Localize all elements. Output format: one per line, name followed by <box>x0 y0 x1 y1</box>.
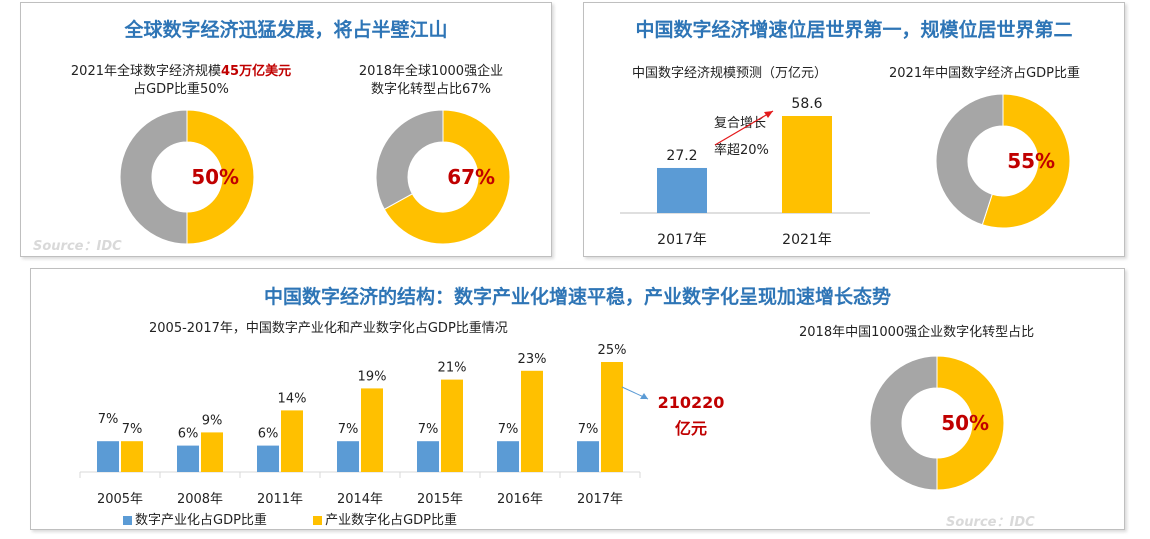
scale-value-2021年: 58.6 <box>791 96 822 112</box>
structure-category-2017年: 2017年 <box>577 492 623 507</box>
callout-value: 210220 亿元 <box>651 391 731 443</box>
structure-category-2008年: 2008年 <box>177 492 223 507</box>
structure-bar-industry-2014年 <box>337 441 359 472</box>
scale-category-2021年: 2021年 <box>782 232 832 248</box>
legend-swatch-blue <box>123 516 132 525</box>
donut2-caption-line1: 2018年全球1000强企业 <box>358 64 504 79</box>
scale-category-2017年: 2017年 <box>657 232 707 248</box>
structure-category-2011年: 2011年 <box>257 492 303 507</box>
source-label: Source：IDC <box>946 515 1035 530</box>
growth-annotation-line2: 率超20% <box>714 143 769 158</box>
structure-value-industry-2017年: 7% <box>578 422 599 437</box>
donut1-slice-其他 <box>119 109 188 245</box>
donut2-slice-其他 <box>375 109 444 210</box>
donut1-caption: 2021年全球数字经济规模45万亿美元 占GDP比重50% <box>41 63 321 99</box>
structure-bar-industry-2016年 <box>497 441 519 472</box>
structure-value-digitization-2011年: 14% <box>278 391 307 406</box>
donut2-label: 67% <box>447 165 495 189</box>
donut2-caption: 2018年全球1000强企业 数字化转型占比67% <box>321 63 541 99</box>
structure-value-industry-2015年: 7% <box>418 422 439 437</box>
structure-bar-digitization-2014年 <box>361 388 383 472</box>
donut3-slice-其他 <box>935 93 1004 226</box>
structure-bar-digitization-2005年 <box>121 441 143 472</box>
donut3-label: 55% <box>1007 149 1055 173</box>
source-label: Source：IDC <box>33 239 122 254</box>
structure-value-industry-2011年: 6% <box>258 427 279 442</box>
china-scale-panel-title: 中国数字经济增速位居世界第一，规模位居世界第二 <box>635 19 1073 41</box>
donut1-caption-line2: 占GDP比重50% <box>133 82 229 97</box>
growth-annotation: 复合增长 率超20% <box>714 110 769 164</box>
structure-bar-title: 2005-2017年，中国数字产业化和产业数字化占GDP比重情况 <box>149 321 508 336</box>
structure-value-digitization-2005年: 7% <box>122 422 143 437</box>
callout-line2: 亿元 <box>674 419 707 438</box>
structure-bar-industry-2011年 <box>257 445 279 472</box>
scale-bar-title: 中国数字经济规模预测（万亿元） <box>632 66 828 81</box>
donut1-caption-prefix: 2021年全球数字经济规模 <box>70 64 221 79</box>
legend-swatch-gold <box>313 516 323 525</box>
structure-category-2016年: 2016年 <box>497 492 543 507</box>
donut1-slice-数字经济 <box>186 109 255 245</box>
structure-value-industry-2008年: 6% <box>178 427 199 442</box>
donut4-label: 50% <box>941 411 989 435</box>
structure-value-industry-2014年: 7% <box>338 422 359 437</box>
structure-panel-title: 中国数字经济的结构：数字产业化增速平稳，产业数字化呈现加速增长态势 <box>263 286 891 308</box>
growth-arrowhead <box>764 111 773 118</box>
structure-bar-digitization-2011年 <box>281 410 303 472</box>
donut2-slice-数字化转型 <box>383 109 511 245</box>
structure-value-industry-2016年: 7% <box>498 422 519 437</box>
structure-bar-digitization-2015年 <box>441 379 463 472</box>
structure-value-industry-2005年: 7% <box>98 412 119 427</box>
structure-value-digitization-2015年: 21% <box>438 361 467 376</box>
legend-item-2: 产业数字化占GDP比重 <box>325 513 458 528</box>
scale-bar-2017年 <box>657 167 707 213</box>
structure-category-2014年: 2014年 <box>337 492 383 507</box>
structure-bar-industry-2015年 <box>417 441 439 472</box>
donut1-caption-highlight: 45万亿美元 <box>221 64 292 79</box>
donut4-slice-数字化转型 <box>936 355 1005 491</box>
structure-bar-digitization-2016年 <box>521 370 543 472</box>
structure-value-digitization-2016年: 23% <box>518 352 547 367</box>
donut2-caption-line2: 数字化转型占比67% <box>371 82 491 97</box>
legend-item-1: 数字产业化占GDP比重 <box>135 513 267 528</box>
chart-legend: 数字产业化占GDP比重 产业数字化占GDP比重 <box>123 509 457 528</box>
donut1-label: 50% <box>191 165 239 189</box>
global-panel-title: 全球数字经济迅猛发展，将占半壁江山 <box>124 19 448 41</box>
donut4-slice-其他 <box>869 355 938 491</box>
donut3-slice-数字经济 <box>981 93 1071 229</box>
structure-value-digitization-2008年: 9% <box>202 413 223 428</box>
structure-value-digitization-2017年: 25% <box>598 343 627 358</box>
scale-value-2017年: 27.2 <box>666 148 697 164</box>
structure-bar-digitization-2008年 <box>201 432 223 472</box>
growth-arrow <box>714 110 774 146</box>
structure-category-2005年: 2005年 <box>97 492 143 507</box>
callout-arrowhead <box>640 393 648 399</box>
structure-value-digitization-2014年: 19% <box>358 369 387 384</box>
scale-bar-2021年 <box>782 116 832 213</box>
callout-line1: 210220 <box>657 393 725 412</box>
donut3-title: 2021年中国数字经济占GDP比重 <box>889 66 1081 81</box>
structure-bar-industry-2017年 <box>577 441 599 472</box>
structure-category-2015年: 2015年 <box>417 492 463 507</box>
structure-bar-industry-2008年 <box>177 445 199 472</box>
donut4-title: 2018年中国1000强企业数字化转型占比 <box>799 325 1035 340</box>
growth-annotation-line1: 复合增长 <box>714 116 767 131</box>
structure-bar-industry-2005年 <box>97 441 119 472</box>
structure-bar-digitization-2017年 <box>601 362 623 472</box>
